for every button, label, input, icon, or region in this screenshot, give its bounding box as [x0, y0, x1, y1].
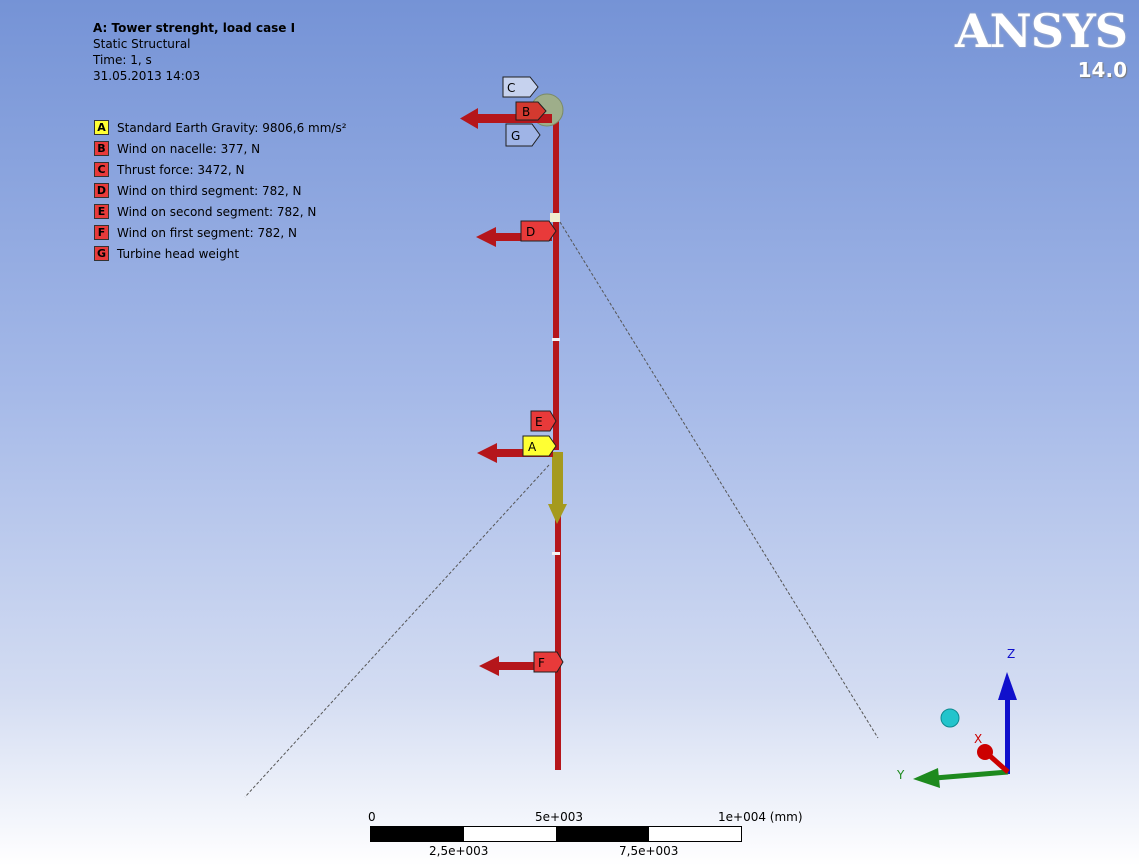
load-tag-a[interactable]: A: [522, 435, 557, 457]
scale-label-1e4: 1e+004 (mm): [718, 810, 803, 824]
legend-label: Wind on third segment: 782, N: [117, 183, 302, 198]
z-axis-shaft: [1005, 696, 1010, 774]
y-axis-head: [913, 768, 940, 788]
analysis-type: Static Structural: [93, 37, 191, 51]
scale-label-5e3: 5e+003: [535, 810, 583, 824]
x-axis-shaft: [988, 754, 1010, 774]
legend-badge: C: [94, 162, 109, 177]
load-tag-label: F: [538, 656, 545, 670]
legend-badge: B: [94, 141, 109, 156]
legend-badge: D: [94, 183, 109, 198]
load-tag-label: A: [528, 440, 537, 454]
legend-badge: F: [94, 225, 109, 240]
legend-item: B Wind on nacelle: 377, N: [94, 138, 347, 159]
legend-label: Turbine head weight: [117, 246, 240, 261]
load-tag-e[interactable]: E: [530, 410, 557, 432]
legend-item: E Wind on second segment: 782, N: [94, 201, 347, 222]
wind-arrow-f: [479, 656, 554, 676]
load-tag-c[interactable]: C: [502, 76, 539, 98]
load-tag-label: E: [535, 415, 543, 429]
x-axis-head: [977, 744, 993, 760]
scale-bar-bottom-labels: 2,5e+003 7,5e+003: [370, 842, 742, 860]
load-tag-g[interactable]: G: [505, 123, 541, 147]
legend-item: D Wind on third segment: 782, N: [94, 180, 347, 201]
legend-badge: A: [94, 120, 109, 135]
load-tag-f[interactable]: F: [533, 651, 564, 673]
legend-item: A Standard Earth Gravity: 9806,6 mm/s²: [94, 117, 347, 138]
load-tag-label: D: [526, 225, 535, 239]
legend-label: Wind on second segment: 782, N: [117, 204, 317, 219]
load-tag-b[interactable]: B: [515, 101, 547, 121]
legend-badge: G: [94, 246, 109, 261]
legend-label: Wind on first segment: 782, N: [117, 225, 297, 240]
date-label: 31.05.2013 14:03: [93, 69, 201, 83]
scale-label-0: 0: [368, 810, 376, 824]
ansys-version: 14.0: [1077, 58, 1127, 82]
load-tag-label: B: [522, 105, 530, 119]
legend-label: Standard Earth Gravity: 9806,6 mm/s²: [117, 120, 347, 135]
scale-bar: 0 5e+003 1e+004 (mm) 2,5e+003 7,5e+003: [368, 808, 803, 860]
gravity-arrow: [548, 452, 567, 524]
z-axis-label: Z: [1007, 647, 1015, 661]
legend-item: G Turbine head weight: [94, 243, 347, 264]
legend-label: Thrust force: 3472, N: [117, 162, 245, 177]
guy-wire-left: [244, 464, 550, 798]
model-info: A: Tower strenght, load case I Static St…: [93, 20, 295, 84]
ansys-brand: ANSYS: [954, 4, 1128, 58]
analysis-title: A: Tower strenght, load case I: [93, 21, 296, 35]
scale-label-7-5e3: 7,5e+003: [619, 844, 679, 858]
legend-badge: E: [94, 204, 109, 219]
scale-bar-top-labels: 0 5e+003 1e+004 (mm): [368, 808, 803, 826]
thrust-arrow: [460, 108, 552, 129]
load-tag-label: C: [507, 81, 515, 95]
load-tag-label: G: [511, 129, 520, 143]
y-axis-label: Y: [896, 768, 905, 782]
z-axis-head: [998, 672, 1017, 700]
y-axis-shaft: [934, 769, 1009, 781]
guy-wire-right: [559, 221, 879, 739]
scale-label-2-5e3: 2,5e+003: [429, 844, 489, 858]
isometric-view-ball[interactable]: [940, 708, 960, 728]
scale-bar-ruler: [370, 826, 742, 842]
x-axis-label: X: [974, 732, 982, 746]
legend-label: Wind on nacelle: 377, N: [117, 141, 261, 156]
tower[interactable]: [550, 118, 561, 770]
ansys-logo: ANSYS 14.0: [954, 4, 1128, 82]
time-label: Time: 1, s: [93, 53, 152, 67]
legend-item: C Thrust force: 3472, N: [94, 159, 347, 180]
legend-item: F Wind on first segment: 782, N: [94, 222, 347, 243]
coordinate-triad[interactable]: Z Y X: [896, 647, 1017, 788]
load-tag-d[interactable]: D: [520, 220, 557, 242]
